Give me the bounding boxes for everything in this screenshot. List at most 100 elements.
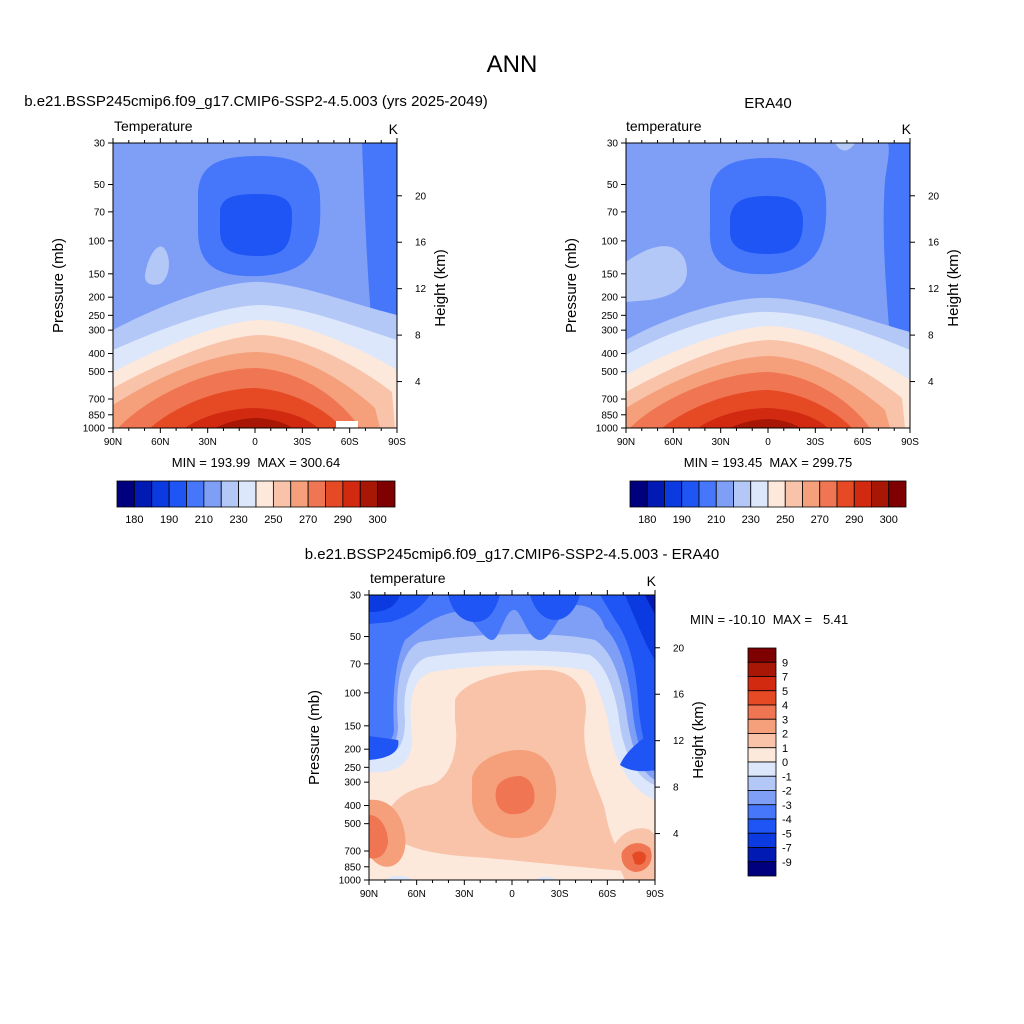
right-tick-label: 16 [673, 690, 685, 701]
colorbar-swatch [767, 480, 786, 508]
contour-band [625, 595, 655, 660]
y-tick-label: 150 [88, 269, 105, 280]
colorbar-swatch [116, 480, 135, 508]
colorbar-label: -2 [782, 786, 792, 798]
colorbar-swatch [747, 690, 777, 706]
y-tick-label: 150 [344, 721, 361, 732]
x-tick-label: 90S [901, 437, 919, 448]
colorbar-swatch [290, 480, 309, 508]
x-tick-label: 0 [252, 437, 258, 448]
colorbar-label: 290 [845, 514, 863, 526]
colorbar-label: 1 [782, 743, 788, 755]
y-tick-label: 50 [607, 180, 619, 191]
right-axis-title: Height (km) [945, 249, 962, 327]
panel-obs-title: ERA40 [744, 95, 792, 112]
panel-obs-variable: temperature [626, 118, 702, 134]
x-tick-label: 60N [664, 437, 682, 448]
y-tick-label: 100 [601, 236, 618, 247]
contour-band [530, 595, 580, 620]
colorbar-label: 230 [742, 514, 760, 526]
colorbar-swatch [802, 480, 821, 508]
colorbar-swatch [747, 747, 777, 763]
contour-band [215, 418, 292, 428]
contour-band [220, 194, 292, 256]
contour-band [369, 595, 655, 785]
colorbar-label: 270 [299, 514, 317, 526]
y-tick-label: 250 [344, 763, 361, 774]
colorbar-swatch [342, 480, 361, 508]
panel-diff-units: K [647, 573, 657, 589]
y-tick-label: 200 [601, 293, 618, 304]
contour-band [438, 780, 453, 796]
colorbar-label: 210 [707, 514, 725, 526]
colorbar-swatch [871, 480, 890, 508]
right-tick-label: 12 [928, 284, 940, 295]
colorbar-swatch [733, 480, 752, 508]
y-axis-title: Pressure (mb) [306, 690, 323, 785]
colorbar-swatch [747, 704, 777, 720]
colorbar-swatch [307, 480, 326, 508]
colorbar-swatch [747, 718, 777, 734]
colorbar-label: 210 [195, 514, 213, 526]
colorbar-label: 300 [368, 514, 386, 526]
colorbar-label: 0 [782, 757, 788, 769]
colorbar-label: -1 [782, 771, 792, 783]
right-tick-label: 12 [415, 284, 427, 295]
y-tick-label: 300 [344, 778, 361, 789]
y-tick-label: 500 [601, 367, 618, 378]
colorbar-label: 190 [160, 514, 178, 526]
right-axis-title: Height (km) [432, 249, 449, 327]
contour-band [144, 246, 169, 285]
colorbar-swatch [133, 480, 153, 508]
y-tick-label: 850 [601, 410, 618, 421]
figure-title: ANN [487, 51, 538, 78]
colorbar-label: 9 [782, 657, 788, 669]
x-tick-label: 0 [765, 437, 771, 448]
right-tick-label: 16 [928, 238, 940, 249]
colorbar-swatch [681, 480, 700, 508]
contour-band [369, 736, 399, 760]
y-tick-label: 100 [88, 236, 105, 247]
y-tick-label: 850 [344, 862, 361, 873]
colorbar-swatch [186, 480, 205, 508]
x-tick-label: 60N [407, 889, 425, 900]
y-tick-label: 250 [601, 311, 618, 322]
x-tick-label: 90N [617, 437, 635, 448]
colorbar-swatch [750, 480, 769, 508]
colorbar-swatch [151, 480, 170, 508]
colorbar-swatch [747, 790, 777, 806]
colorbar-label: 4 [782, 700, 788, 712]
y-tick-label: 30 [350, 591, 362, 602]
x-tick-label: 30N [455, 889, 473, 900]
colorbar-label: -9 [782, 857, 792, 869]
panel-diff-title: b.e21.BSSP245cmip6.f09_g17.CMIP6-SSP2-4.… [305, 546, 719, 563]
colorbar-label: 2 [782, 729, 788, 741]
right-tick-label: 16 [415, 238, 427, 249]
panel-obs-colorbar: 180 190 210 230 250 270 290 300 [629, 480, 907, 526]
panel-model: b.e21.BSSP245cmip6.f09_g17.CMIP6-SSP2-4.… [24, 93, 488, 526]
colorbar-swatch [747, 832, 777, 848]
colorbar-swatch [747, 676, 777, 692]
colorbar-swatch [698, 480, 717, 508]
right-tick-label: 4 [415, 377, 421, 388]
colorbar-swatch [646, 480, 665, 508]
colorbar-swatch [819, 480, 838, 508]
colorbar-label: -7 [782, 843, 792, 855]
y-tick-label: 250 [88, 311, 105, 322]
colorbar-label: -4 [782, 814, 792, 826]
panel-model-stats: MIN = 193.99 MAX = 300.64 [172, 455, 340, 470]
y-tick-label: 50 [94, 180, 106, 191]
contour-band [632, 851, 646, 865]
y-tick-label: 150 [601, 269, 618, 280]
contour-band [730, 419, 800, 428]
panel-model-contours [113, 143, 397, 428]
contour-band [600, 595, 655, 765]
colorbar-swatch [747, 733, 777, 749]
x-tick-label: 60N [151, 437, 169, 448]
colorbar-label: 270 [811, 514, 829, 526]
contour-band [495, 776, 535, 815]
y-axis-title: Pressure (mb) [50, 238, 67, 333]
y-tick-label: 1000 [339, 876, 362, 887]
y-tick-label: 1000 [596, 424, 619, 435]
